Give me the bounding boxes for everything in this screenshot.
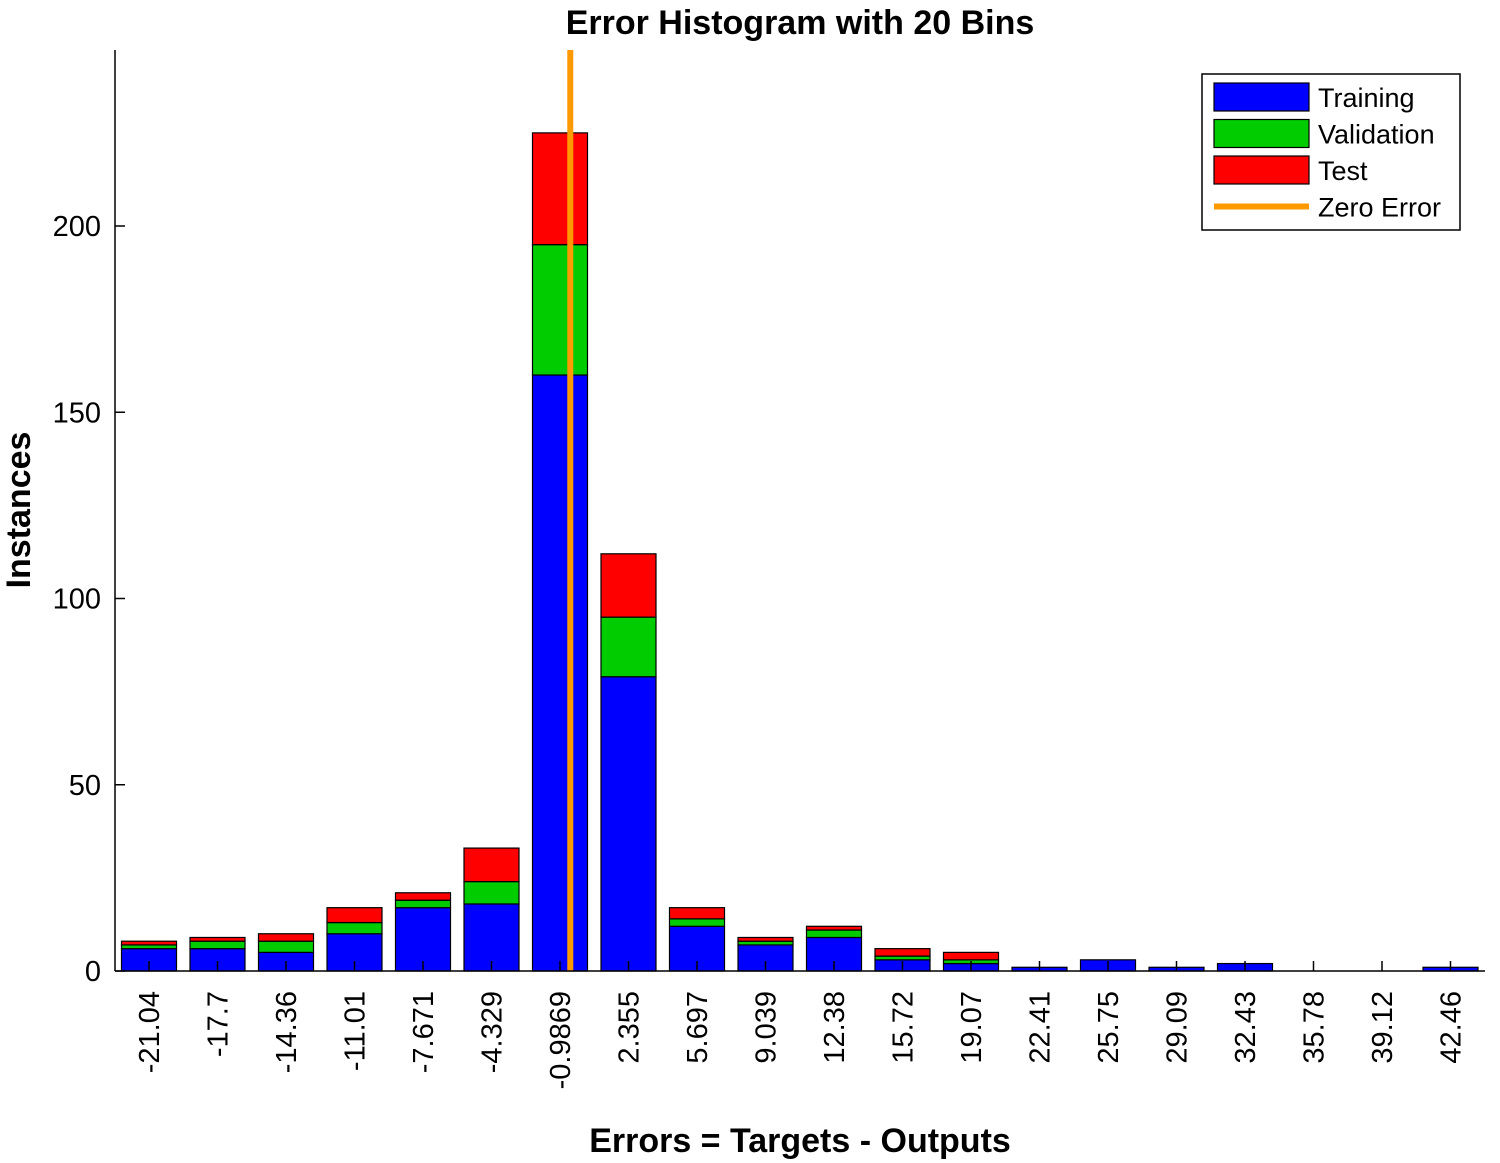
y-tick-label-1: 50 xyxy=(69,770,101,802)
y-tick-label-0: 0 xyxy=(85,956,101,988)
chart-title: Error Histogram with 20 Bins xyxy=(566,4,1035,42)
y-axis-label: Instances xyxy=(0,432,38,589)
bar-test-0 xyxy=(120,940,178,946)
legend-label-zero-error: Zero Error xyxy=(1318,193,1441,223)
bar-test-9 xyxy=(737,936,794,942)
x-tick-label-1: -17.7 xyxy=(203,991,235,1057)
legend-swatch-test xyxy=(1213,155,1310,185)
legend: Training Validation Test Zero Error xyxy=(1201,73,1461,231)
bar-test-6 xyxy=(531,132,589,246)
bar-validation-3 xyxy=(326,921,383,935)
bar-test-3 xyxy=(326,907,383,924)
x-tick-label-19: 42.46 xyxy=(1436,991,1468,1064)
x-tick-label-17: 35.78 xyxy=(1299,991,1331,1064)
x-axis-label: Errors = Targets - Outputs xyxy=(589,1122,1011,1160)
y-ticks: 0 50 100 150 200 xyxy=(53,211,125,988)
x-tick-label-9: 9.039 xyxy=(751,991,783,1064)
bar-test-4 xyxy=(394,892,452,901)
bar-test-12 xyxy=(942,951,1000,961)
bar-test-2 xyxy=(257,933,315,942)
x-tick-label-14: 25.75 xyxy=(1093,991,1125,1064)
bar-test-11 xyxy=(874,948,931,957)
legend-label-training: Training xyxy=(1318,83,1415,113)
bars-group xyxy=(120,132,1479,972)
y-tick-label-4: 200 xyxy=(53,211,101,243)
y-tick-label-3: 150 xyxy=(53,397,101,429)
x-tick-label-13: 22.41 xyxy=(1025,991,1057,1064)
x-ticks: -21.04 -17.7 -14.36 -11.01 -7.671 -4.329 -0.98… xyxy=(134,961,1468,1089)
y-tick-label-2: 100 xyxy=(53,584,101,616)
x-tick-label-4: -7.671 xyxy=(408,991,440,1073)
bar-validation-1 xyxy=(189,940,246,950)
bar-test-10 xyxy=(805,925,863,931)
x-tick-label-16: 32.43 xyxy=(1230,991,1262,1064)
x-tick-label-8: 5.697 xyxy=(682,991,714,1064)
bar-training-5 xyxy=(463,903,520,972)
x-tick-label-5: -4.329 xyxy=(477,991,509,1073)
bar-validation-6 xyxy=(531,244,589,376)
x-tick-label-10: 12.38 xyxy=(819,991,851,1064)
bar-validation-2 xyxy=(257,940,315,953)
x-tick-label-6: -0.9869 xyxy=(545,991,577,1089)
x-tick-label-2: -14.36 xyxy=(271,991,303,1073)
bar-validation-8 xyxy=(668,918,726,927)
bar-test-5 xyxy=(463,847,520,883)
plot-area: 0 50 100 150 200 -21.04 -17.7 -14.36 -11.01 -7.6… xyxy=(53,50,1485,1089)
legend-swatch-validation xyxy=(1213,118,1310,149)
bar-validation-5 xyxy=(463,880,520,905)
bar-test-7 xyxy=(600,553,657,618)
x-tick-label-11: 15.72 xyxy=(888,991,920,1064)
bar-test-8 xyxy=(668,907,726,920)
bar-training-7 xyxy=(600,676,657,972)
bar-validation-10 xyxy=(805,929,863,939)
bar-validation-7 xyxy=(600,616,657,678)
x-tick-label-0: -21.04 xyxy=(134,991,166,1073)
bar-training-6 xyxy=(531,374,589,972)
x-tick-label-12: 19.07 xyxy=(956,991,988,1064)
x-tick-label-3: -11.01 xyxy=(340,991,372,1071)
x-tick-label-15: 29.09 xyxy=(1162,991,1194,1064)
legend-label-test: Test xyxy=(1318,156,1368,186)
x-tick-label-18: 39.12 xyxy=(1367,991,1399,1064)
bar-validation-4 xyxy=(394,899,452,909)
bar-training-4 xyxy=(394,907,452,972)
x-tick-label-7: 2.355 xyxy=(614,991,646,1064)
legend-label-validation: Validation xyxy=(1318,120,1435,150)
bar-test-1 xyxy=(189,936,246,942)
legend-swatch-training xyxy=(1213,82,1310,112)
